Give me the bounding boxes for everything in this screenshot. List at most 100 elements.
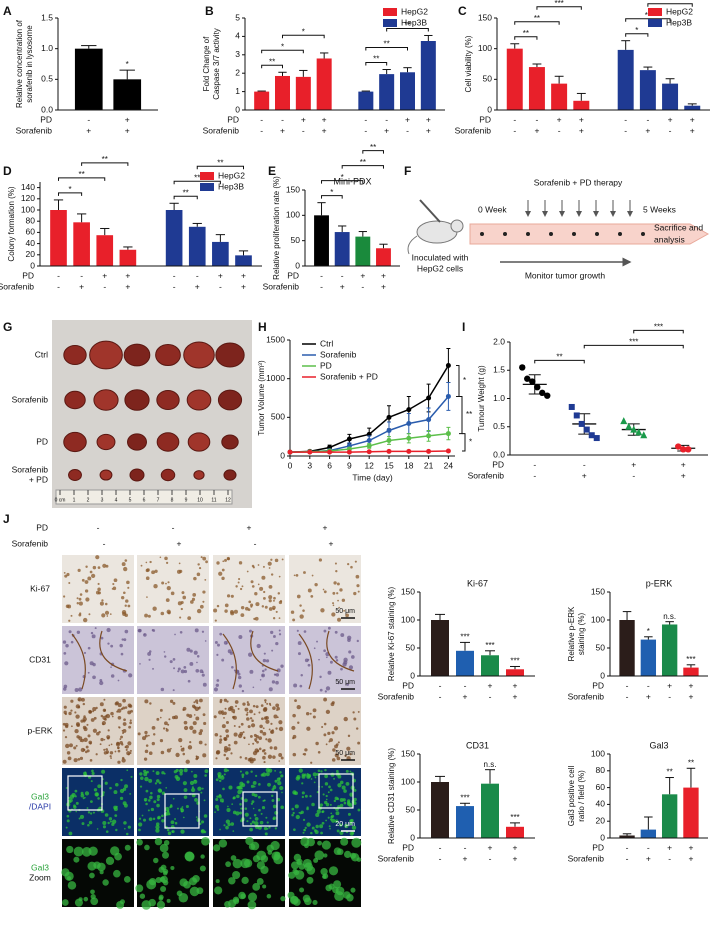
error-bar <box>528 374 541 395</box>
legend-swatch <box>200 172 214 180</box>
stain <box>87 734 91 738</box>
stain <box>93 716 97 720</box>
stain <box>306 822 311 827</box>
bracket <box>514 36 538 40</box>
tumor <box>68 469 82 481</box>
stain <box>97 591 101 595</box>
stain <box>253 713 256 716</box>
point <box>680 446 687 453</box>
stain <box>141 814 144 817</box>
condition-value: + <box>125 281 130 291</box>
stain <box>65 643 69 648</box>
stain <box>318 658 320 661</box>
stain <box>310 594 314 598</box>
point <box>386 448 392 454</box>
stain <box>147 614 151 618</box>
stain <box>63 652 67 655</box>
bar <box>212 241 229 266</box>
condition-value: - <box>341 270 344 280</box>
stain <box>339 803 344 808</box>
stain <box>317 750 321 754</box>
stain <box>176 807 179 810</box>
stain <box>73 805 77 810</box>
stain <box>111 588 114 590</box>
stain <box>349 753 352 756</box>
stain <box>313 781 316 784</box>
stain <box>238 785 243 790</box>
stain <box>68 619 71 622</box>
stain <box>175 752 180 758</box>
stain <box>73 846 84 857</box>
stain <box>75 714 80 719</box>
stain <box>90 897 99 906</box>
point <box>568 403 575 410</box>
tumor <box>127 433 147 451</box>
stain <box>278 720 283 725</box>
stain <box>66 876 72 881</box>
stain <box>161 814 164 818</box>
stain <box>270 722 273 725</box>
stain <box>200 556 203 559</box>
condition-value: + <box>667 680 672 690</box>
stain <box>92 565 97 570</box>
bar <box>400 72 415 110</box>
condition-name: Sorafenib <box>12 538 49 548</box>
stain <box>249 827 253 832</box>
stain <box>248 652 253 657</box>
stain <box>239 756 242 759</box>
stain <box>255 774 258 777</box>
stain <box>155 771 160 776</box>
stain <box>343 716 348 722</box>
stain <box>99 601 104 606</box>
y-tick-label: 100 <box>591 748 605 758</box>
stain <box>166 898 171 903</box>
stain <box>149 795 153 800</box>
stain <box>143 818 147 822</box>
stain <box>330 812 333 815</box>
stain <box>292 734 297 739</box>
stain <box>259 724 263 729</box>
y-tick-label: 1500 <box>266 334 285 344</box>
condition-value: - <box>281 114 284 124</box>
stain <box>221 774 224 777</box>
stain <box>225 861 232 868</box>
y-tick-label: 100 <box>591 614 605 624</box>
stain <box>204 743 207 746</box>
stain <box>122 698 126 703</box>
stain <box>173 667 176 670</box>
tumor <box>155 343 181 367</box>
bracket <box>173 180 221 185</box>
row-label: Gal3 <box>31 791 49 801</box>
stain <box>216 643 220 647</box>
stain <box>79 740 82 742</box>
panel-letter: G <box>3 320 12 334</box>
stain <box>191 770 193 773</box>
stain <box>112 582 115 586</box>
stain <box>249 629 252 633</box>
stain <box>62 595 66 598</box>
stain <box>247 725 251 729</box>
stain <box>309 712 312 715</box>
stain <box>340 667 343 671</box>
stain <box>252 882 261 891</box>
bracket <box>261 49 304 54</box>
zoom-box <box>67 775 103 811</box>
stain <box>226 556 230 561</box>
legend-swatch <box>383 8 397 16</box>
point <box>406 421 412 427</box>
point <box>640 431 648 439</box>
condition-value: - <box>406 125 409 135</box>
stain <box>213 608 218 613</box>
condition-name: PD <box>492 459 504 469</box>
stain <box>103 748 106 751</box>
stain <box>126 751 131 756</box>
stain <box>174 633 176 636</box>
stain <box>169 660 173 664</box>
stain <box>152 606 157 611</box>
stain <box>92 707 97 712</box>
stain <box>325 794 328 798</box>
condition-value: - <box>80 270 83 280</box>
stain <box>219 735 222 738</box>
stain <box>324 768 327 772</box>
stain <box>245 836 254 846</box>
